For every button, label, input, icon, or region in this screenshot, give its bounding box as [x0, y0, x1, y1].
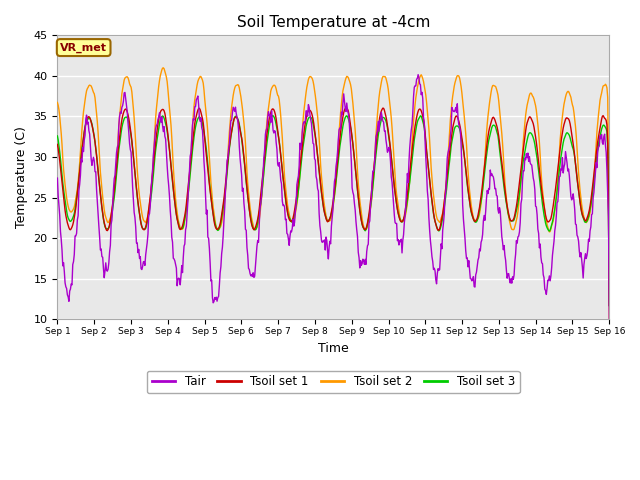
Text: VR_met: VR_met — [60, 42, 107, 53]
Title: Soil Temperature at -4cm: Soil Temperature at -4cm — [237, 15, 430, 30]
Legend: Tair, Tsoil set 1, Tsoil set 2, Tsoil set 3: Tair, Tsoil set 1, Tsoil set 2, Tsoil se… — [147, 371, 520, 393]
X-axis label: Time: Time — [318, 342, 349, 355]
Y-axis label: Temperature (C): Temperature (C) — [15, 126, 28, 228]
